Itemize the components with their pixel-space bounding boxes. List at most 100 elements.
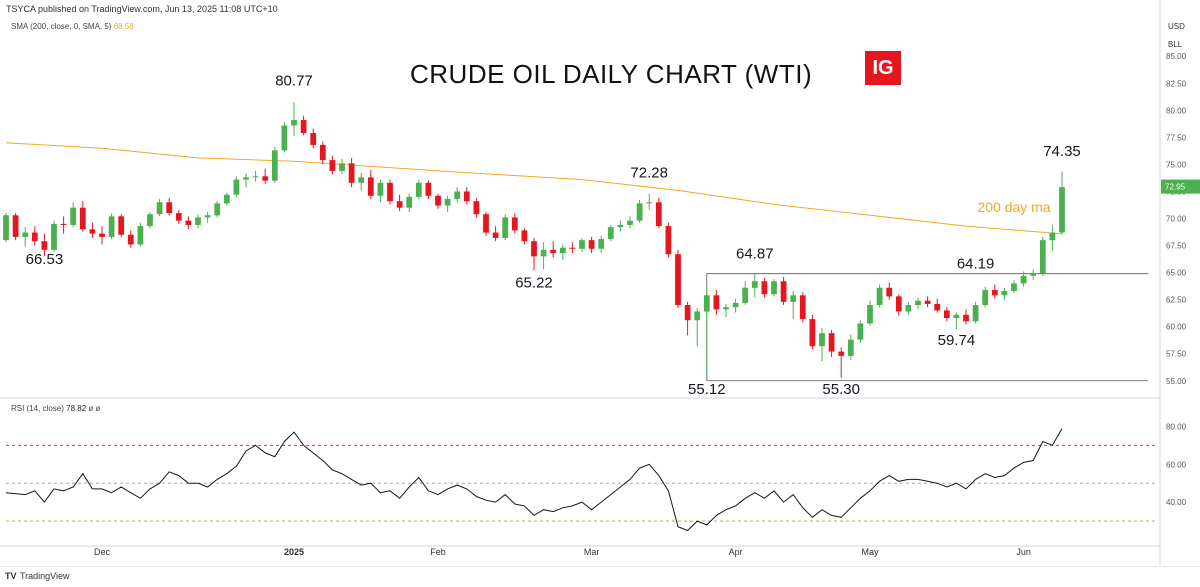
candle-body: [1049, 232, 1056, 241]
candle-body: [867, 305, 873, 324]
candle-body: [367, 177, 374, 196]
candles-layer: [3, 101, 1065, 380]
ig-logo: IG: [865, 51, 901, 85]
candle-body: [300, 120, 307, 134]
price-annotation: 59.74: [938, 332, 976, 349]
rsi-label: RSI (14, close): [11, 404, 64, 413]
candle-body: [166, 202, 173, 214]
candle-body: [502, 217, 509, 238]
rsi-tick-label: 60.00: [1166, 460, 1187, 469]
candle-body: [684, 305, 691, 321]
time-tick-label: May: [861, 547, 879, 557]
price-annotation: 55.30: [822, 381, 860, 398]
price-annotation: 74.35: [1043, 143, 1081, 160]
rsi-layer: [5, 428, 1158, 532]
candle-body: [435, 195, 441, 206]
candle-body: [953, 314, 960, 319]
candle-body: [195, 217, 201, 225]
price-tick-label: 82.50: [1166, 79, 1187, 88]
candle-body: [694, 311, 701, 321]
candle-body: [12, 215, 19, 237]
candle-body: [473, 201, 480, 215]
candle-body: [559, 247, 566, 254]
candle-body: [492, 232, 499, 238]
price-tick-label: 75.00: [1166, 160, 1187, 169]
candle-body: [147, 214, 153, 227]
candle-body: [521, 230, 528, 242]
candle-body: [1059, 187, 1065, 233]
time-tick-label: Feb: [430, 547, 446, 557]
candle-body: [175, 213, 182, 221]
candle-body: [636, 203, 643, 221]
tradingview-logo-icon[interactable]: TV: [5, 571, 17, 581]
candle-body: [358, 177, 365, 183]
candle-body: [271, 150, 278, 181]
candle-body: [454, 191, 461, 200]
candle-body: [934, 303, 941, 311]
candle-body: [703, 295, 710, 312]
footer-brand[interactable]: TradingView: [20, 571, 70, 581]
candle-body: [886, 287, 893, 297]
price-annotation: 65.22: [515, 275, 553, 292]
candle-body: [3, 215, 9, 241]
candle-body: [579, 240, 585, 249]
rsi-tick-label: 40.00: [1166, 498, 1187, 507]
candle-body: [771, 281, 777, 295]
candle-body: [99, 233, 105, 237]
current-price-label: 72.95: [1165, 183, 1186, 192]
candle-body: [732, 302, 739, 308]
axis-currency: USD: [1168, 22, 1185, 31]
rsi-legend[interactable]: RSI (14, close) 78.82 ø ø: [11, 404, 100, 413]
candle-body: [348, 163, 355, 183]
candle-body: [655, 202, 662, 227]
candle-body: [857, 323, 864, 340]
candle-body: [118, 216, 125, 235]
candle-body: [214, 203, 221, 216]
candle-body: [425, 182, 432, 196]
price-tick-label: 57.50: [1166, 350, 1187, 359]
sma-200-line: [5, 142, 1063, 235]
candle-body: [406, 196, 413, 208]
axis-unit: BLL: [1168, 40, 1183, 49]
chart-canvas[interactable]: 66.53 80.77 65.22 72.28 64.87 55.12 55.30 64.19…: [0, 0, 1200, 567]
time-tick-label: 2025: [284, 547, 304, 557]
candle-body: [329, 160, 336, 171]
price-tick-label: 55.00: [1166, 377, 1187, 386]
candle-body: [540, 249, 547, 257]
price-tick-label: 62.50: [1166, 296, 1187, 305]
price-annotation: 55.12: [688, 381, 726, 398]
candle-body: [22, 232, 29, 237]
price-tick-label: 65.00: [1166, 269, 1187, 278]
candle-body: [828, 333, 835, 352]
candle-body: [204, 215, 211, 218]
time-tick-label: Apr: [729, 547, 743, 557]
candle-body: [137, 226, 144, 245]
candle-body: [511, 217, 518, 231]
candle-body: [675, 254, 681, 306]
axes-layer: 55.0057.5060.0062.5065.0067.5070.0072.50…: [0, 0, 1200, 567]
price-tick-label: 70.00: [1166, 215, 1187, 224]
sma-legend[interactable]: SMA (200, close, 0, SMA, 5) 68.58: [11, 22, 134, 31]
candle-body: [847, 339, 854, 356]
candle-body: [387, 182, 393, 202]
candle-body: [550, 249, 557, 254]
time-tick-label: Dec: [94, 547, 111, 557]
candle-body: [310, 133, 317, 145]
candle-body: [89, 229, 96, 234]
candle-body: [905, 305, 912, 312]
candle-body: [1030, 273, 1037, 276]
candle-body: [127, 234, 134, 245]
candle-body: [598, 239, 605, 249]
candle-body: [819, 333, 825, 347]
candle-body: [156, 202, 163, 215]
candle-body: [742, 287, 749, 303]
price-tick-label: 67.50: [1166, 242, 1187, 251]
price-tick-label: 77.50: [1166, 133, 1187, 142]
chart-title: CRUDE OIL DAILY CHART (WTI): [410, 59, 813, 89]
price-annotation: 72.28: [630, 164, 668, 181]
price-annotation: 80.77: [275, 72, 313, 89]
candle-body: [915, 300, 921, 306]
candle-body: [761, 281, 768, 295]
current-price-box: [1161, 179, 1200, 194]
candle-body: [51, 223, 57, 250]
